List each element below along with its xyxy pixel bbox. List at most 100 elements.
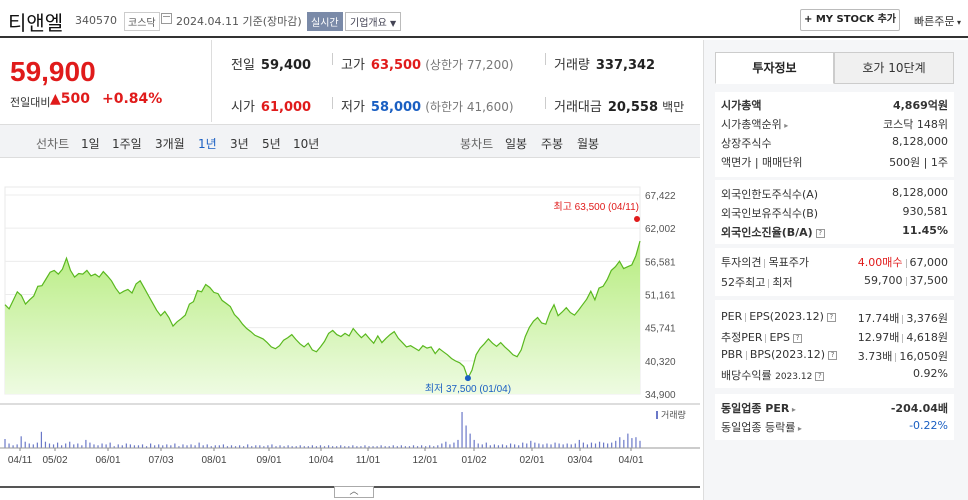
volume-bar — [514, 444, 516, 448]
opinion-value: 4.00매수 — [857, 256, 903, 269]
volume-bar — [493, 444, 495, 448]
stock-header: 티앤엘 340570 코스닥 2024.04.11 기준(장마감) 실시간 기업… — [0, 0, 968, 38]
add-my-stock-button[interactable]: + MY STOCK 추가 — [800, 9, 900, 31]
volume-bar — [247, 444, 249, 448]
candle-daily[interactable]: 일봉 — [505, 137, 528, 151]
period-3m[interactable]: 3개월 — [155, 137, 185, 151]
volume-bar — [291, 446, 293, 448]
industry-section: 동일업종 PER ▸ -204.04배 동일업종 등락률 ▸ -0.22% — [715, 394, 954, 440]
help-icon[interactable]: ? — [815, 371, 825, 381]
volume-bar — [287, 445, 289, 448]
listed-shares-label: 상장주식수 — [721, 137, 772, 150]
high-price: 고가 63,500 (상한가 77,200) — [341, 54, 514, 73]
high-label: 고가 — [341, 58, 365, 73]
foreign-holding-label: 외국인보유주식수(B) — [721, 207, 819, 220]
chevron-down-icon: ▼ — [390, 19, 397, 28]
volume-bar — [481, 444, 483, 448]
help-icon[interactable]: ? — [826, 312, 836, 322]
volume-bar — [356, 446, 358, 448]
candle-monthly[interactable]: 월봉 — [577, 137, 600, 151]
tab-hoga[interactable]: 호가 10단계 — [834, 52, 954, 84]
price-area — [5, 241, 640, 394]
volume-bar — [465, 425, 467, 448]
tab-invest-info[interactable]: 투자정보 — [715, 52, 834, 84]
volume-bar — [489, 445, 491, 448]
volume-bar — [619, 437, 621, 448]
market-badge: 코스닥 — [124, 12, 160, 31]
foreign-ratio-label: 외국인소진율(B/A) — [721, 226, 813, 239]
foreign-section: 외국인한도주식수(A) 8,128,000 외국인보유주식수(B) 930,581 … — [715, 180, 954, 244]
volume-bar — [145, 446, 148, 448]
volume-bar — [141, 444, 144, 448]
x-tick-label: 08/01 — [201, 455, 226, 466]
period-1w[interactable]: 1주일 — [112, 137, 142, 151]
opinion-label: 투자의견 — [721, 256, 762, 269]
divider — [905, 258, 907, 268]
volume-bar — [396, 446, 398, 448]
info-row: 외국인한도주식수(A) 8,128,000 — [721, 186, 948, 202]
volume-bar — [590, 442, 593, 448]
divider — [902, 314, 904, 324]
price-line — [4, 240, 641, 380]
period-10y[interactable]: 10년 — [293, 137, 320, 151]
volume-bar — [526, 443, 528, 448]
realtime-button[interactable]: 실시간 — [307, 12, 343, 31]
volume-bar — [303, 446, 305, 448]
volume-bar — [376, 446, 378, 448]
volume-bar — [518, 445, 520, 448]
volume-bar — [275, 446, 277, 448]
industry-per-value: -204.04배 — [890, 402, 948, 415]
help-icon[interactable]: ? — [815, 228, 825, 238]
line-chart-label: 선차트 — [36, 137, 70, 151]
volume-bar — [469, 433, 471, 448]
wk52-low-value: 37,500 — [909, 274, 949, 287]
period-5y[interactable]: 5년 — [262, 137, 281, 151]
candle-weekly[interactable]: 주봉 — [541, 137, 564, 151]
help-icon[interactable]: ? — [793, 333, 803, 343]
period-1y[interactable]: 1년 — [198, 137, 217, 151]
volume-bar — [178, 446, 180, 448]
volume-bar — [457, 439, 459, 448]
volume-bar — [182, 444, 184, 448]
divider — [768, 278, 770, 288]
period-3y[interactable]: 3년 — [230, 137, 249, 151]
volume-bar — [538, 443, 540, 448]
chevron-right-icon: ▸ — [789, 405, 796, 414]
volume-bar — [129, 444, 131, 448]
help-icon[interactable]: ? — [828, 350, 838, 360]
volume-bar — [433, 446, 435, 448]
price-chart[interactable]: 67,422 62,002 56,581 51,161 45,741 40,320 34,9… — [0, 178, 700, 468]
volume-bar — [445, 441, 447, 448]
volume-bar — [607, 443, 609, 448]
est-per-value: 12.97배 — [857, 331, 900, 344]
low-value: 58,000 — [370, 100, 422, 115]
company-overview-dropdown[interactable]: 기업개요 ▼ — [345, 12, 402, 31]
chevron-down-icon: ▾ — [954, 18, 962, 27]
quick-order-link[interactable]: 빠른주문 ▾ — [914, 13, 961, 29]
info-row: 상장주식수 8,128,000 — [721, 135, 948, 151]
volume-bar — [279, 445, 281, 448]
volume-bar — [631, 438, 633, 448]
volume-bar — [150, 443, 152, 448]
collapse-chart-button[interactable]: ︿ — [334, 486, 374, 498]
volume-bar — [530, 440, 532, 448]
volume-bar — [20, 436, 22, 448]
market-cap-rank-value: 코스닥 148위 — [883, 118, 948, 131]
volume-bar — [36, 442, 38, 448]
price-change-percent: +0.84% — [102, 91, 163, 107]
per-label: PER — [721, 310, 743, 323]
invest-info-panel: 투자정보 호가 10단계 시가총액 4,869억원 시가총액순위 ▸ 코스닥 148… — [703, 40, 968, 500]
info-row: 액면가 | 매매단위 500원 | 1주 — [721, 154, 948, 170]
info-row: 동일업종 등락률 ▸ -0.22% — [721, 419, 948, 435]
industry-change-label: 동일업종 등락률 — [721, 421, 796, 434]
period-1d[interactable]: 1일 — [81, 137, 100, 151]
volume-bar — [550, 444, 552, 448]
eps-value: 3,376원 — [906, 312, 948, 325]
volume-bar — [332, 446, 334, 448]
volume-bar — [117, 444, 119, 448]
volume-bar — [48, 443, 51, 448]
volume-bar — [582, 442, 584, 448]
volume-bar — [368, 446, 370, 448]
volume-bar — [24, 441, 26, 448]
market-cap-section: 시가총액 4,869억원 시가총액순위 ▸ 코스닥 148위 상장주식수 8,128,… — [715, 92, 954, 177]
